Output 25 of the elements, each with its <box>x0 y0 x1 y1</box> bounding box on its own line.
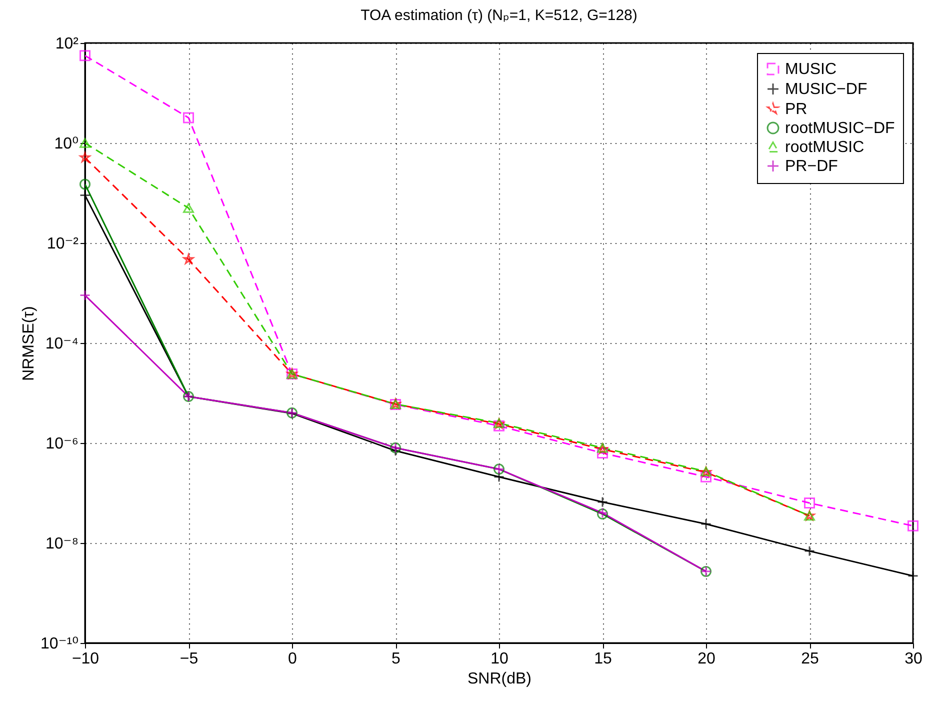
x-tick-label: 10 <box>490 650 508 668</box>
x-tick-label: −5 <box>180 650 198 668</box>
x-tick-label: −10 <box>72 650 100 668</box>
x-axis-title: SNR(dB) <box>467 670 532 688</box>
x-tick-label: 30 <box>904 650 922 668</box>
chart-title: TOA estimation (τ) (Nₚ=1, K=512, G=128) <box>360 7 638 24</box>
y-tick-label: 10² <box>55 36 80 52</box>
x-tick-label: 0 <box>288 650 298 668</box>
y-tick-label: 10⁰ <box>54 136 78 152</box>
y-axis-title: NRMSE(τ) <box>20 306 38 381</box>
y-tick-label: 10⁻⁶ <box>46 436 78 452</box>
x-tick-label: 20 <box>698 650 716 668</box>
legend-label: MUSIC <box>785 61 837 78</box>
legend-label: MUSIC−DF <box>785 81 868 98</box>
y-tick-label: 10⁻¹⁰ <box>40 636 78 652</box>
y-tick-label: 10⁻⁸ <box>46 536 78 552</box>
y-tick-label: 10⁻⁴ <box>45 336 79 352</box>
legend-label: PR−DF <box>785 158 838 175</box>
legend-label: rootMUSIC <box>785 139 864 156</box>
legend-label: PR <box>785 101 808 118</box>
y-tick-label: 10⁻² <box>46 236 80 252</box>
x-tick-label: 5 <box>392 650 401 668</box>
legend-label: rootMUSIC−DF <box>785 120 896 137</box>
x-tick-label: 15 <box>594 650 612 668</box>
x-tick-label: 25 <box>801 650 819 668</box>
